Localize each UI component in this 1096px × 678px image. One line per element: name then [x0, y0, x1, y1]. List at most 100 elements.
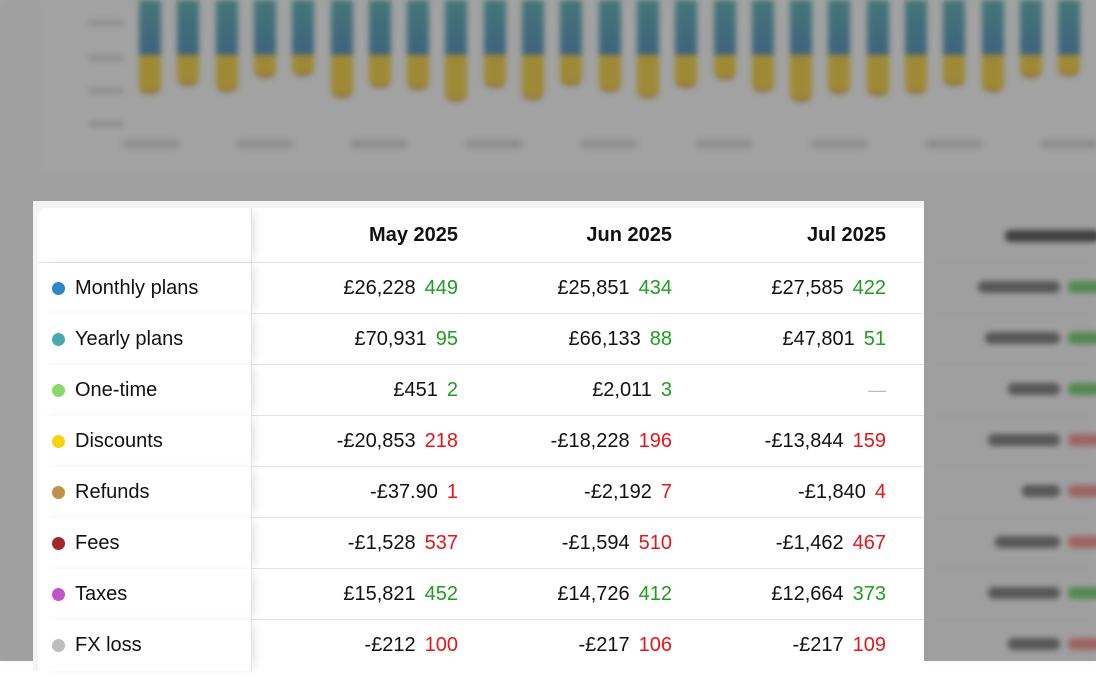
row-label-text: Taxes [75, 583, 128, 605]
row-label: Refunds [38, 467, 252, 518]
table-row[interactable]: Fees -£1,528 537 -£1,594 510 -£1,462 467 [38, 517, 924, 569]
value-cell: £12,664 373 [771, 569, 886, 620]
row-label-text: FX loss [75, 634, 142, 656]
legend-dot-icon [52, 639, 65, 652]
amount: £26,228 [343, 277, 416, 299]
value-cell: £2,011 3 [592, 365, 672, 416]
value-cell: £47,801 51 [782, 314, 886, 365]
table-row[interactable]: Yearly plans £70,931 95 £66,133 88 £47,801 51 [38, 313, 924, 365]
amount: £70,931 [354, 328, 427, 350]
transaction-count: 88 [649, 328, 672, 350]
value-cell: — [868, 365, 886, 416]
value-cell: -£217 106 [578, 620, 672, 671]
legend-dot-icon [52, 486, 65, 499]
column-header: May 2025 [369, 223, 458, 246]
row-label-text: Refunds [75, 481, 150, 503]
amount: -£2,192 [584, 481, 652, 503]
revenue-breakdown-card: May 2025 Jun 2025 Jul 2025 Monthly plans £2… [33, 201, 924, 678]
transaction-count: 510 [638, 532, 672, 554]
value-cell: -£1,840 4 [798, 467, 886, 518]
row-label-text: One-time [75, 379, 158, 401]
amount: -£212 [364, 634, 416, 656]
table-row[interactable]: Discounts -£20,853 218 -£18,228 196 -£13,844 1… [38, 415, 924, 467]
value-cell: £66,133 88 [568, 314, 672, 365]
transaction-count: 412 [638, 583, 672, 605]
amount: £451 [393, 379, 438, 401]
value-cell: -£18,228 196 [551, 416, 672, 467]
value-cell: £70,931 95 [354, 314, 458, 365]
value-cell: £25,851 434 [557, 263, 672, 314]
table-row[interactable]: Refunds -£37.90 1 -£2,192 7 -£1,840 4 [38, 466, 924, 518]
value-cell: £14,726 412 [557, 569, 672, 620]
row-label-text: Fees [75, 532, 120, 554]
transaction-count: 109 [852, 634, 886, 656]
value-cell: -£1,462 467 [776, 518, 886, 569]
transaction-count: 434 [638, 277, 672, 299]
legend-dot-icon [52, 537, 65, 550]
transaction-count: 537 [424, 532, 458, 554]
row-label-text: Monthly plans [75, 277, 199, 299]
amount: -£1,528 [347, 532, 416, 554]
transaction-count: 7 [660, 481, 672, 503]
row-label: FX loss [38, 620, 252, 671]
transaction-count: 3 [660, 379, 672, 401]
table-row[interactable]: Taxes £15,821 452 £14,726 412 £12,664 373 [38, 568, 924, 620]
transaction-count: 452 [424, 583, 458, 605]
amount: — [868, 380, 886, 400]
amount: £27,585 [771, 277, 844, 299]
amount: £12,664 [771, 583, 844, 605]
table-row[interactable]: FX loss -£212 100 -£217 106 -£217 109 [38, 619, 924, 671]
amount: -£20,853 [336, 430, 416, 452]
row-label-text: Yearly plans [75, 328, 184, 350]
transaction-count: 1 [446, 481, 458, 503]
transaction-count: 467 [852, 532, 886, 554]
transaction-count: 159 [852, 430, 886, 452]
value-cell: -£1,528 537 [348, 518, 458, 569]
column-header: Jun 2025 [586, 223, 672, 246]
transaction-count: 449 [424, 277, 458, 299]
transaction-count: 4 [874, 481, 886, 503]
value-cell: -£217 109 [792, 620, 886, 671]
value-cell: -£1,594 510 [562, 518, 672, 569]
transaction-count: 95 [435, 328, 458, 350]
amount: £2,011 [592, 379, 652, 401]
amount: -£217 [578, 634, 630, 656]
value-cell: -£2,192 7 [584, 467, 672, 518]
row-label-text: Discounts [75, 430, 163, 452]
value-cell: £15,821 452 [343, 569, 458, 620]
transaction-count: 2 [446, 379, 458, 401]
amount: -£1,462 [775, 532, 844, 554]
row-label: One-time [38, 365, 252, 416]
value-cell: £451 2 [393, 365, 458, 416]
transaction-count: 106 [638, 634, 672, 656]
amount: -£13,844 [764, 430, 844, 452]
legend-dot-icon [52, 282, 65, 295]
amount: -£18,228 [550, 430, 630, 452]
amount: £47,801 [782, 328, 855, 350]
transaction-count: 218 [424, 430, 458, 452]
legend-dot-icon [52, 588, 65, 601]
row-label: Fees [38, 518, 252, 569]
value-cell: -£212 100 [364, 620, 458, 671]
transaction-count: 373 [852, 583, 886, 605]
table-row[interactable]: One-time £451 2 £2,011 3 — [38, 364, 924, 416]
amount: -£1,594 [561, 532, 630, 554]
amount: £25,851 [557, 277, 630, 299]
amount: -£217 [792, 634, 844, 656]
header-label-cell [38, 208, 252, 262]
table-row[interactable]: Monthly plans £26,228 449 £25,851 434 £27,585… [38, 262, 924, 314]
value-cell: £27,585 422 [771, 263, 886, 314]
legend-dot-icon [52, 435, 65, 448]
row-label: Discounts [38, 416, 252, 467]
value-cell: £26,228 449 [343, 263, 458, 314]
amount: £66,133 [568, 328, 641, 350]
amount: £14,726 [557, 583, 630, 605]
row-label: Yearly plans [38, 314, 252, 365]
amount: -£1,840 [798, 481, 866, 503]
revenue-breakdown-table: May 2025 Jun 2025 Jul 2025 Monthly plans £2… [38, 208, 924, 678]
row-label: Taxes [38, 569, 252, 620]
table-header: May 2025 Jun 2025 Jul 2025 [38, 208, 924, 262]
transaction-count: 51 [863, 328, 886, 350]
legend-dot-icon [52, 333, 65, 346]
value-cell: -£13,844 159 [765, 416, 886, 467]
